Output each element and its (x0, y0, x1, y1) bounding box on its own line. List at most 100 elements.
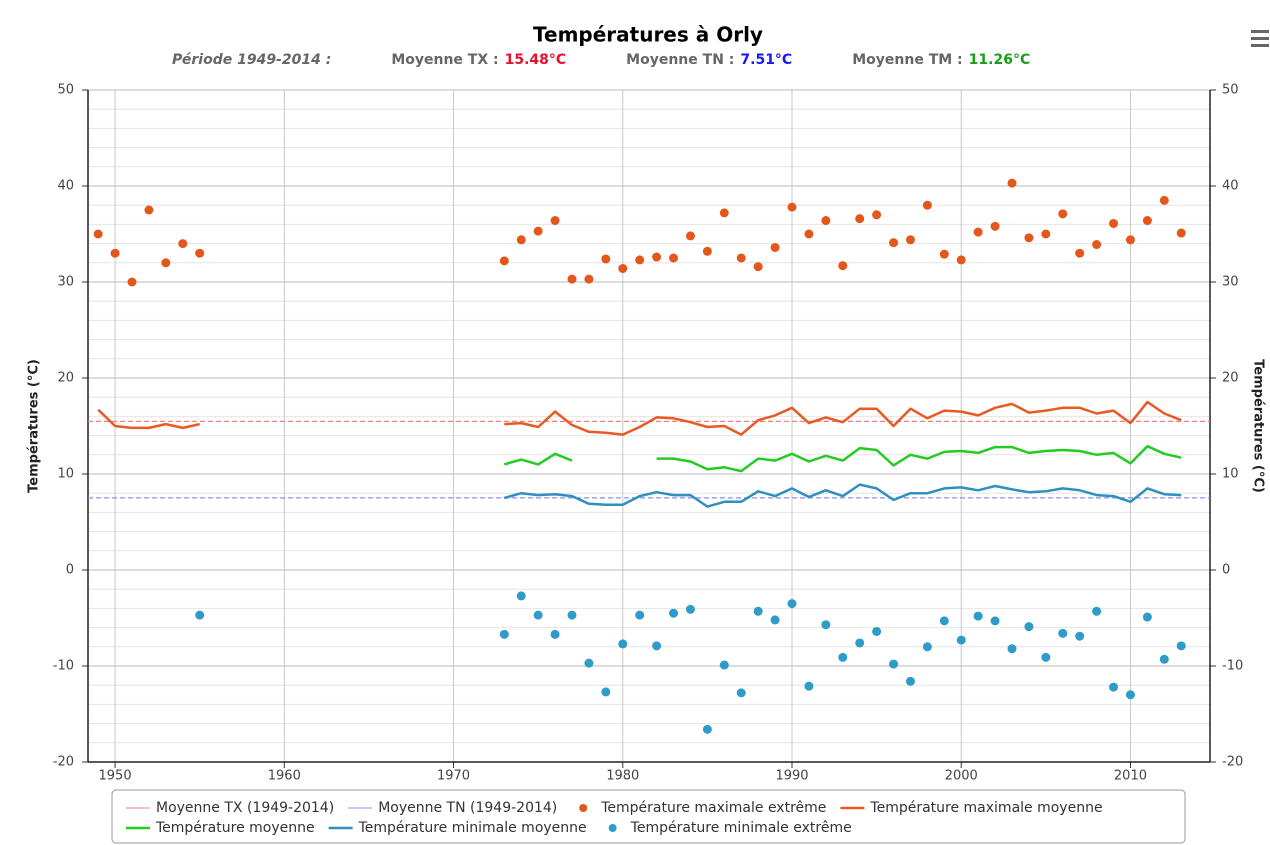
legend-label: Température moyenne (155, 820, 315, 836)
point (1142, 612, 1152, 622)
point (855, 214, 865, 224)
point (956, 635, 966, 645)
point (618, 264, 628, 274)
point (584, 658, 594, 668)
point (702, 246, 712, 256)
point (872, 210, 882, 220)
point (1041, 229, 1051, 239)
y-tick-label: -10 (53, 659, 74, 674)
point (178, 239, 188, 249)
point (1092, 240, 1102, 250)
legend-symbol (608, 824, 617, 832)
legend-label: Température minimale extrême (630, 820, 852, 836)
point (990, 221, 1000, 231)
point (753, 606, 763, 616)
point (1125, 690, 1135, 700)
point (939, 616, 949, 626)
point (1176, 641, 1186, 651)
point (144, 205, 154, 215)
y-tick-label: 0 (66, 563, 74, 578)
point (550, 629, 560, 639)
point (1007, 644, 1017, 654)
series-line (97, 400, 1182, 436)
point (1007, 178, 1017, 188)
y-tick-label: 30 (57, 275, 74, 290)
point (770, 242, 780, 252)
x-tick-label: 1990 (775, 769, 808, 784)
point (685, 604, 695, 614)
point (516, 235, 526, 245)
point (770, 615, 780, 625)
point (601, 254, 611, 264)
point (567, 274, 577, 284)
subtitle-value: 11.26°C (969, 52, 1031, 68)
point (1024, 622, 1034, 632)
point (872, 626, 882, 636)
y2-tick-label: -20 (1222, 755, 1243, 770)
point (1109, 218, 1119, 228)
point (736, 688, 746, 698)
subtitle-value: 7.51°C (740, 52, 792, 68)
y2-tick-label: 30 (1222, 275, 1239, 290)
point (889, 238, 899, 248)
point (533, 610, 543, 620)
point (1041, 652, 1051, 662)
legend-box (111, 789, 1186, 844)
point (516, 591, 526, 601)
point (195, 248, 205, 258)
point (855, 638, 865, 648)
point (719, 208, 729, 218)
menu-bar[interactable] (1251, 44, 1269, 47)
legend-label: Température maximale moyenne (869, 800, 1102, 816)
y2-tick-label: 0 (1222, 563, 1230, 578)
x-tick-label: 1980 (606, 769, 639, 784)
point (1058, 209, 1068, 219)
point (499, 629, 509, 639)
subtitle-label: Moyenne TM : (852, 52, 962, 68)
point (821, 216, 831, 226)
series-line (503, 444, 1182, 473)
point (533, 226, 543, 236)
point (1075, 631, 1085, 641)
point (1125, 235, 1135, 245)
point (889, 659, 899, 669)
point (905, 676, 915, 686)
x-tick-label: 1970 (437, 769, 470, 784)
subtitle-label: Moyenne TN : (626, 52, 734, 68)
point (939, 249, 949, 259)
point (922, 200, 932, 210)
point (736, 253, 746, 263)
point (1109, 682, 1119, 692)
point (618, 639, 628, 649)
y2-tick-label: 50 (1222, 83, 1239, 98)
point (1058, 628, 1068, 638)
menu-bar[interactable] (1251, 30, 1269, 33)
legend-label: Température minimale moyenne (358, 820, 587, 836)
menu-icon[interactable] (1251, 30, 1269, 47)
y-tick-label: 40 (57, 179, 74, 194)
point (973, 227, 983, 237)
subtitle: Période 1949-2014 : Moyenne TX : 15.48°C Mo… (172, 52, 1030, 68)
point (669, 253, 679, 263)
point (652, 641, 662, 651)
point (1092, 606, 1102, 616)
y2-tick-label: -10 (1222, 659, 1243, 674)
legend-label: Moyenne TN (1949-2014) (378, 800, 557, 816)
point (1142, 216, 1152, 226)
menu-bar[interactable] (1251, 37, 1269, 40)
point (804, 681, 814, 691)
y2-tick-label: 20 (1222, 371, 1239, 386)
series-line (503, 483, 1182, 508)
point (195, 610, 205, 620)
legend-label: Moyenne TX (1949-2014) (156, 800, 334, 816)
legend: Moyenne TX (1949-2014) Moyenne TN (1949-2… (126, 800, 1103, 836)
point (635, 255, 645, 265)
point (787, 202, 797, 212)
legend-symbol (579, 804, 588, 812)
point (499, 256, 509, 266)
point (905, 235, 915, 245)
y-tick-label: 50 (57, 83, 74, 98)
point (838, 261, 848, 271)
point (1024, 233, 1034, 243)
